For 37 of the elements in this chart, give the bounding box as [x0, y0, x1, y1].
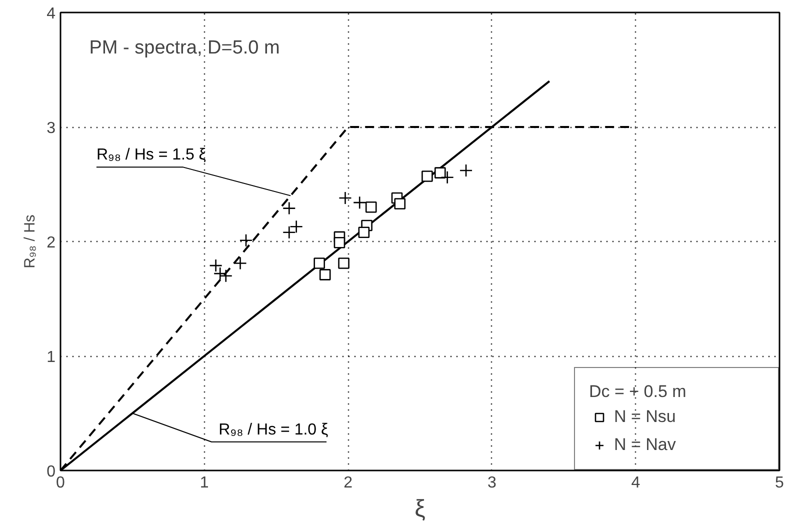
y-tick-label: 0	[46, 464, 56, 480]
x-tick-label: 4	[631, 474, 640, 492]
y-axis-title: R₉₈ / Hs	[22, 214, 39, 268]
x-tick-label: 1	[200, 474, 209, 492]
x-axis-title: ξ	[414, 496, 426, 522]
point	[219, 269, 233, 282]
point	[319, 269, 331, 280]
x-tick-label: 5	[775, 474, 784, 492]
point	[234, 256, 247, 270]
y-tick-label: 3	[46, 120, 56, 137]
point	[338, 258, 350, 269]
point	[459, 164, 473, 178]
y-tick-label: 2	[46, 234, 56, 252]
point	[334, 236, 346, 248]
y-tick-label: 1	[46, 349, 56, 366]
point	[365, 202, 377, 213]
x-tick-label: 2	[344, 474, 353, 492]
point	[213, 266, 227, 280]
point	[358, 226, 370, 238]
point	[314, 258, 325, 269]
point	[394, 198, 406, 210]
annotation: R₉₈ / Hs = 1.0 ξ	[218, 421, 328, 438]
annotation: R₉₈ / Hs = 1.5 ξ	[96, 146, 206, 164]
point	[352, 196, 366, 210]
point	[338, 191, 352, 205]
point	[434, 167, 446, 178]
legend-label: N = Nav	[614, 435, 677, 455]
point	[239, 234, 253, 248]
legend-title: Dc = + 0.5 m	[589, 382, 688, 402]
point	[422, 170, 433, 182]
text: PM - spectra, D=5.0 m	[89, 37, 280, 58]
point	[440, 170, 454, 184]
point	[282, 202, 296, 215]
legend-label: N = Nsu	[614, 407, 677, 427]
y-tick-label: 4	[46, 6, 56, 22]
x-tick-label: 3	[487, 474, 496, 492]
point	[209, 258, 222, 272]
